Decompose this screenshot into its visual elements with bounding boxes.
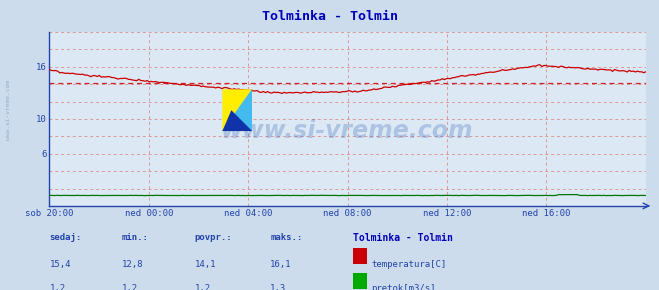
Polygon shape [222, 89, 252, 131]
Text: 15,4: 15,4 [49, 260, 71, 269]
Text: maks.:: maks.: [270, 233, 302, 242]
Text: 12,8: 12,8 [122, 260, 144, 269]
Polygon shape [222, 89, 252, 131]
Text: www.si-vreme.com: www.si-vreme.com [6, 80, 11, 140]
Text: 1,3: 1,3 [270, 284, 286, 290]
Text: min.:: min.: [122, 233, 149, 242]
Text: sedaj:: sedaj: [49, 233, 82, 242]
Text: povpr.:: povpr.: [194, 233, 232, 242]
Text: 14,1: 14,1 [194, 260, 216, 269]
Polygon shape [222, 110, 252, 131]
Text: 1,2: 1,2 [122, 284, 138, 290]
Text: 1,2: 1,2 [194, 284, 210, 290]
Text: 1,2: 1,2 [49, 284, 65, 290]
Text: www.si-vreme.com: www.si-vreme.com [221, 119, 474, 143]
Text: pretok[m3/s]: pretok[m3/s] [371, 284, 436, 290]
Text: temperatura[C]: temperatura[C] [371, 260, 446, 269]
Text: 16,1: 16,1 [270, 260, 292, 269]
Text: Tolminka - Tolmin: Tolminka - Tolmin [262, 10, 397, 23]
Text: Tolminka - Tolmin: Tolminka - Tolmin [353, 233, 453, 243]
